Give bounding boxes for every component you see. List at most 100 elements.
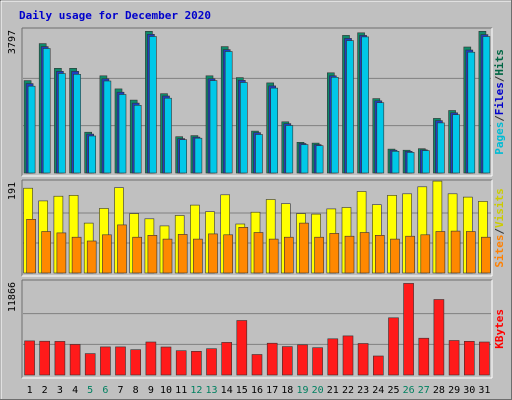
bar-sites-day-7 xyxy=(117,224,127,274)
x-tick-label-day-19: 19 xyxy=(296,385,308,396)
bar-pages-day-29 xyxy=(452,114,460,174)
bar-kbytes-day-25 xyxy=(388,317,399,376)
panel-middle-ymax-label: 191 xyxy=(7,182,18,200)
x-tick-label-day-18: 18 xyxy=(281,385,293,396)
bar-sites-day-21 xyxy=(329,233,340,274)
bar-kbytes-day-13 xyxy=(206,348,217,376)
x-tick-label-day-2: 2 xyxy=(42,385,48,396)
bar-sites-day-25 xyxy=(390,238,400,274)
x-tick-label-day-22: 22 xyxy=(342,385,354,396)
bar-pages-day-20 xyxy=(315,145,324,174)
bar-sites-day-27 xyxy=(420,234,431,274)
bar-sites-day-23 xyxy=(359,232,370,274)
bar-kbytes-day-27 xyxy=(418,337,430,376)
bar-pages-day-13 xyxy=(209,80,218,174)
bar-pages-day-5 xyxy=(88,135,96,174)
bar-kbytes-day-19 xyxy=(297,344,308,376)
bar-pages-day-28 xyxy=(437,122,445,174)
bar-pages-day-6 xyxy=(103,80,112,174)
x-tick-label-day-28: 28 xyxy=(433,385,445,396)
panel-top-ymax-label: 3797 xyxy=(7,30,18,54)
bar-kbytes-day-5 xyxy=(84,353,96,376)
x-tick-label-day-8: 8 xyxy=(133,385,139,396)
bar-sites-day-19 xyxy=(299,222,309,274)
bar-kbytes-day-30 xyxy=(463,340,475,376)
bar-pages-day-10 xyxy=(164,97,172,174)
bar-sites-day-11 xyxy=(177,234,188,274)
bar-kbytes-day-26 xyxy=(403,283,414,376)
x-tick-label-day-11: 11 xyxy=(175,385,187,396)
bar-sites-day-8 xyxy=(132,236,142,274)
x-tick-label-day-23: 23 xyxy=(357,385,369,396)
bar-kbytes-day-14 xyxy=(221,342,232,376)
panel-middle-legend-sites: Sites xyxy=(493,234,506,267)
bar-sites-day-31 xyxy=(481,236,491,274)
bar-kbytes-day-22 xyxy=(342,335,354,376)
bar-sites-day-13 xyxy=(208,233,218,274)
bar-sites-day-5 xyxy=(86,240,97,274)
bar-pages-day-24 xyxy=(376,102,385,174)
x-tick-label-day-24: 24 xyxy=(372,385,384,396)
x-tick-label-day-30: 30 xyxy=(463,385,475,396)
bar-kbytes-day-7 xyxy=(115,346,126,376)
bar-sites-day-30 xyxy=(465,231,476,274)
bar-sites-day-15 xyxy=(238,227,249,274)
bar-kbytes-day-31 xyxy=(479,341,490,376)
bar-pages-day-11 xyxy=(179,139,187,174)
bar-kbytes-day-11 xyxy=(175,350,187,376)
x-tick-label-day-17: 17 xyxy=(266,385,278,396)
bar-pages-day-8 xyxy=(133,105,142,174)
bar-pages-day-22 xyxy=(346,40,354,174)
bar-pages-day-19 xyxy=(300,144,309,174)
bar-kbytes-day-9 xyxy=(145,341,157,376)
bar-kbytes-day-12 xyxy=(191,350,202,376)
bar-sites-day-10 xyxy=(162,238,173,274)
x-tick-label-day-15: 15 xyxy=(236,385,248,396)
x-tick-label-day-26: 26 xyxy=(403,385,415,396)
panel-top-legend-files: Files xyxy=(493,82,506,115)
bar-pages-day-15 xyxy=(240,82,248,174)
bar-kbytes-day-17 xyxy=(266,342,278,376)
x-tick-label-day-5: 5 xyxy=(87,385,93,396)
bar-pages-day-26 xyxy=(406,152,415,174)
panel-top-legend-separator: / xyxy=(493,115,506,122)
x-tick-label-day-6: 6 xyxy=(102,385,108,396)
x-tick-label-day-9: 9 xyxy=(148,385,154,396)
panel-middle-legend-visits: Visits xyxy=(493,188,506,228)
bar-sites-day-24 xyxy=(374,235,385,274)
x-tick-label-day-7: 7 xyxy=(117,385,123,396)
x-tick-label-day-14: 14 xyxy=(221,385,233,396)
bar-sites-day-18 xyxy=(283,236,294,274)
bar-kbytes-day-15 xyxy=(236,320,248,376)
bar-sites-day-22 xyxy=(344,235,355,274)
bar-sites-day-4 xyxy=(71,236,82,274)
bar-kbytes-day-2 xyxy=(39,340,51,376)
bar-sites-day-20 xyxy=(314,236,324,274)
bar-kbytes-day-16 xyxy=(251,354,263,376)
panel-top-legend-separator: / xyxy=(493,75,506,82)
bar-sites-day-14 xyxy=(223,234,233,274)
bar-kbytes-day-21 xyxy=(327,338,339,376)
panel-top-legend-pages: Pages xyxy=(493,122,506,155)
bar-sites-day-12 xyxy=(193,238,203,274)
bar-sites-day-2 xyxy=(41,231,52,274)
x-tick-label-day-29: 29 xyxy=(448,385,460,396)
x-tick-label-day-1: 1 xyxy=(27,385,33,396)
bar-kbytes-day-18 xyxy=(281,346,293,376)
x-tick-label-day-4: 4 xyxy=(72,385,78,396)
bar-kbytes-day-1 xyxy=(24,340,35,376)
x-tick-label-day-12: 12 xyxy=(190,385,202,396)
bar-sites-day-17 xyxy=(268,238,279,274)
panel-middle-legend-separator: / xyxy=(493,228,506,235)
bar-sites-day-16 xyxy=(253,232,264,274)
bar-sites-day-26 xyxy=(405,235,415,274)
panel-bottom-ymax-label: 11866 xyxy=(7,282,18,312)
bar-sites-day-6 xyxy=(102,234,112,274)
bar-kbytes-day-20 xyxy=(312,347,323,376)
bar-pages-day-1 xyxy=(27,85,36,174)
bar-pages-day-21 xyxy=(330,77,339,174)
bar-sites-day-1 xyxy=(26,219,36,274)
bar-pages-day-18 xyxy=(285,125,294,174)
bar-pages-day-31 xyxy=(482,36,491,174)
